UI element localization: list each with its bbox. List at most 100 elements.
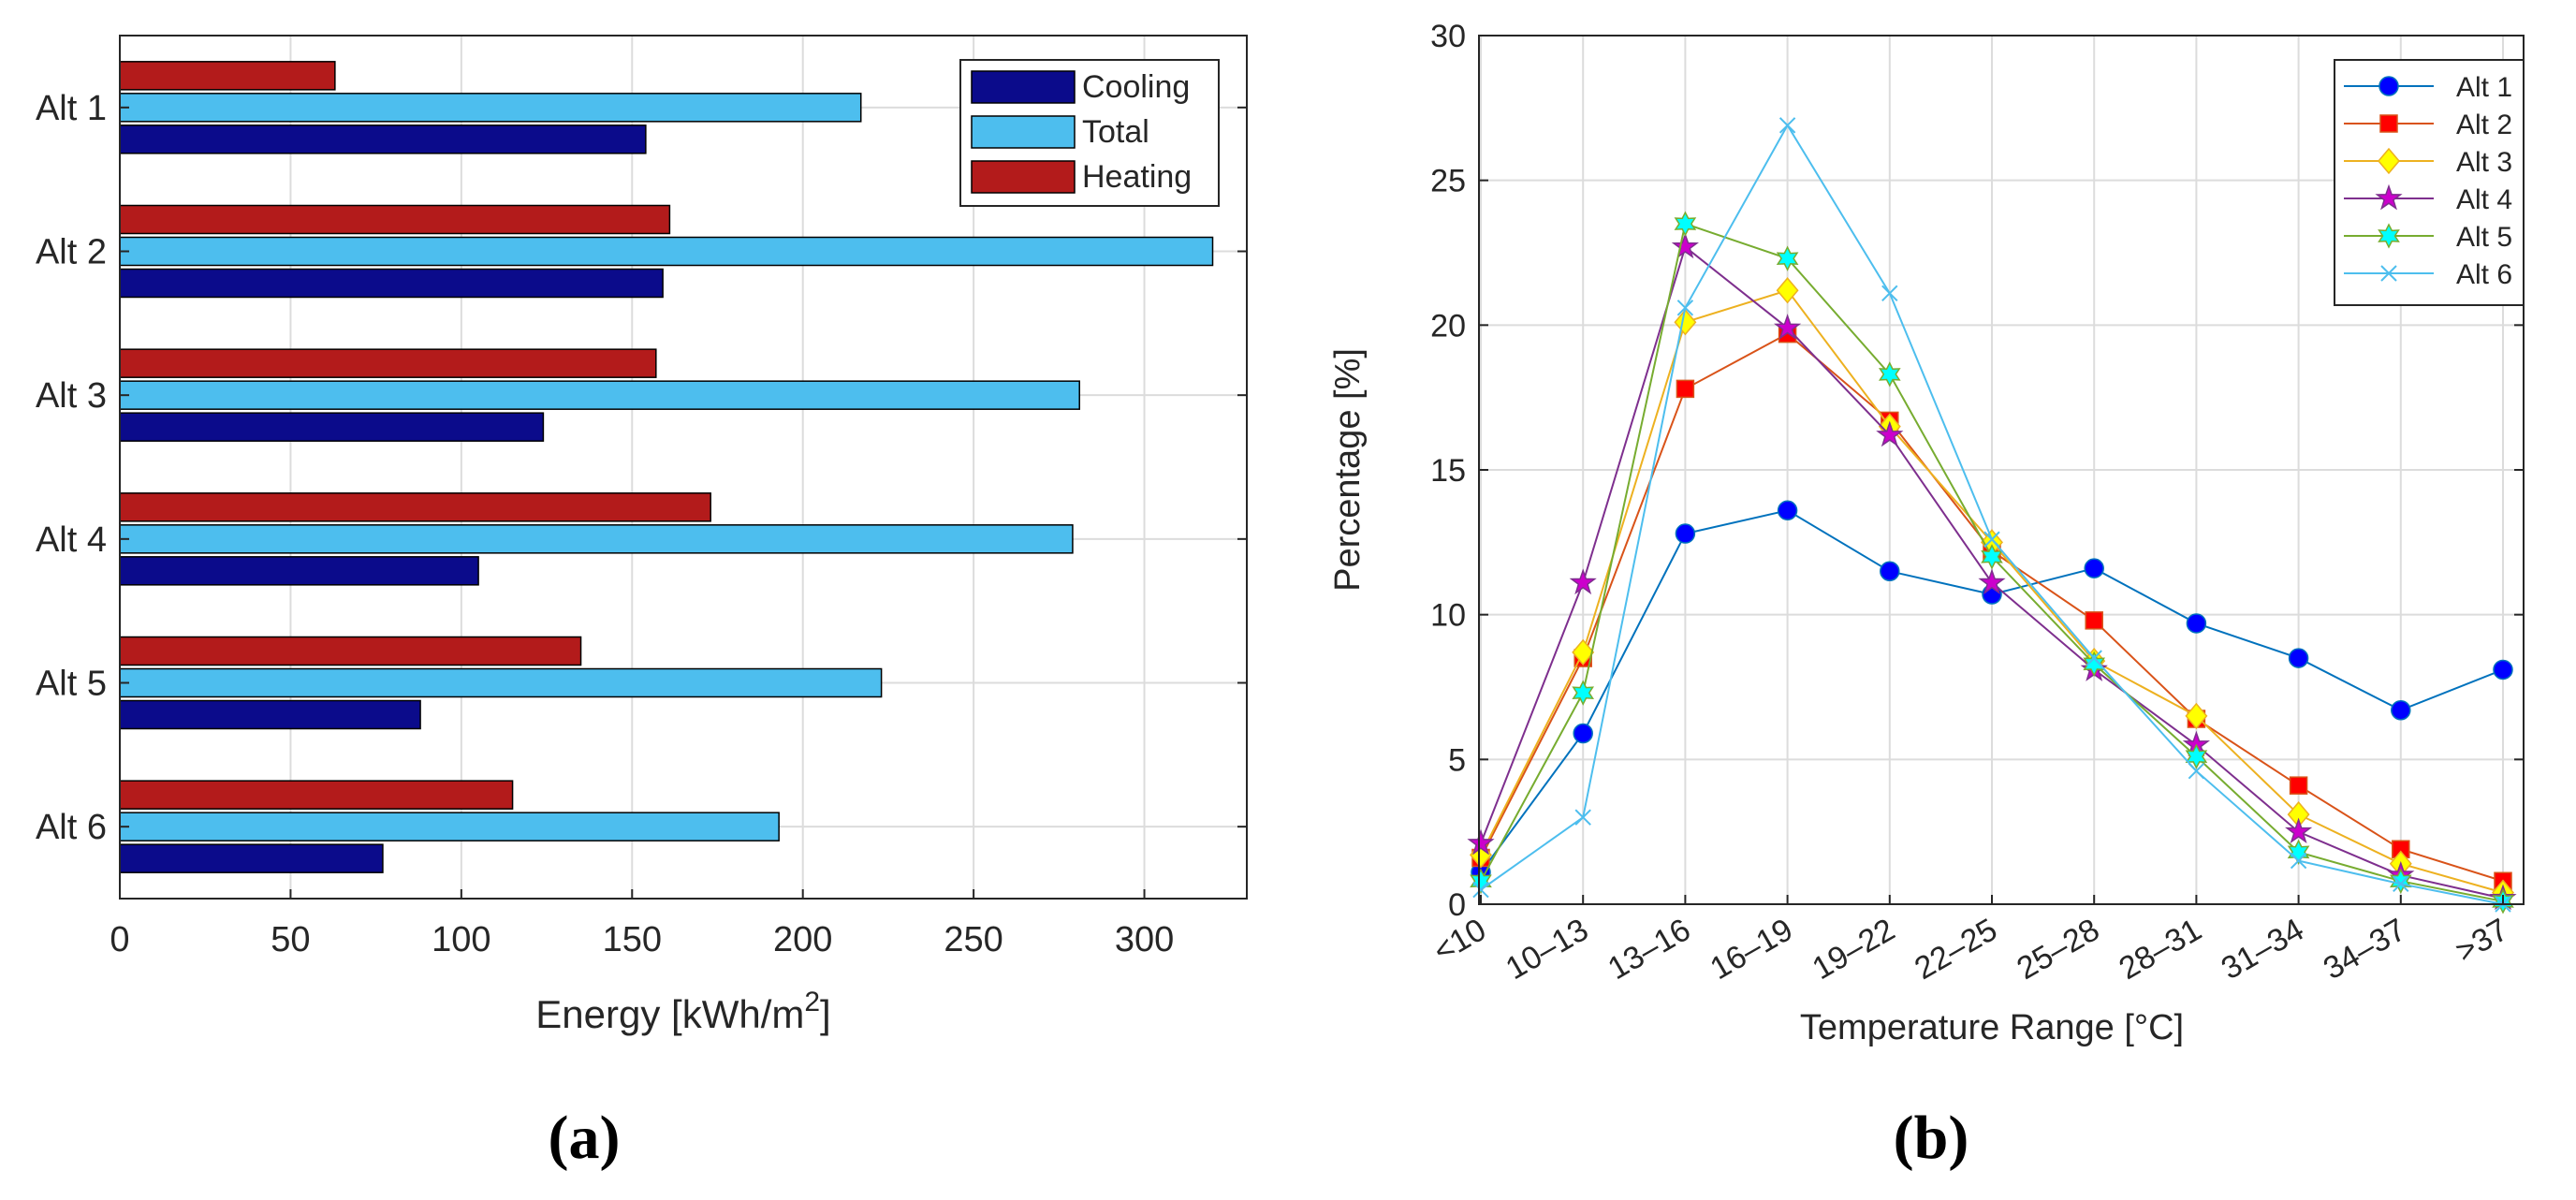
bar-cooling-alt-4 — [119, 556, 479, 586]
x-axis-label-a: Energy [kWh/m2] — [535, 987, 830, 1036]
legend-label: Alt 1 — [2456, 72, 2512, 103]
y-tick-label-b: 30 — [1430, 19, 1466, 54]
bar-cooling-alt-1 — [119, 124, 647, 154]
marker-alt-1 — [1573, 723, 1593, 744]
marker-alt-4 — [1569, 568, 1597, 595]
y-tick-label-a: Alt 4 — [36, 520, 107, 560]
marker-alt-6 — [1676, 300, 1694, 316]
marker-alt-2 — [1676, 379, 1695, 399]
marker-alt-5 — [1572, 680, 1595, 706]
y-tick-label-b: 0 — [1448, 887, 1466, 923]
legend-entry-alt-5: Alt 5 — [2344, 222, 2512, 253]
legend-a: Cooling Total Heating — [959, 59, 1220, 207]
bar-heating-alt-6 — [119, 780, 514, 810]
bar-cooling-alt-5 — [119, 699, 421, 730]
legend-label: Alt 6 — [2456, 259, 2512, 290]
y-axis-label-b: Percentage [%] — [1328, 348, 1368, 592]
panel-label-b: (b) — [1894, 1104, 1969, 1172]
marker-alt-1 — [1777, 500, 1798, 521]
marker-alt-5 — [1470, 868, 1492, 894]
bar-heating-alt-4 — [119, 492, 711, 522]
bar-heating-alt-1 — [119, 61, 336, 91]
marker-alt-1 — [2288, 648, 2309, 668]
marker-alt-6 — [2393, 875, 2409, 893]
y-tick-label-a: Alt 5 — [36, 665, 107, 704]
bar-cooling-alt-2 — [119, 268, 664, 299]
y-tick-label-b: 10 — [1430, 598, 1466, 634]
y-tick-label-b: 5 — [1448, 742, 1466, 778]
marker-alt-6 — [2086, 650, 2102, 666]
marker-alt-6 — [2188, 762, 2205, 780]
legend-marker — [2378, 147, 2400, 175]
legend-entry-alt-1: Alt 1 — [2344, 72, 2512, 103]
marker-alt-5 — [2083, 651, 2106, 677]
panel-label-a: (a) — [549, 1104, 621, 1172]
legend-label-cooling: Cooling — [1082, 69, 1190, 105]
bar-total-alt-2 — [119, 236, 1214, 267]
x-axis-label-b: Temperature Range [°C] — [1800, 1008, 2184, 1047]
marker-alt-3 — [1674, 309, 1697, 336]
legend-entry-alt-4: Alt 4 — [2344, 183, 2512, 215]
x-tick-label-b: 31–34 — [2216, 912, 2310, 987]
x-tick-label-b: 25–28 — [2011, 912, 2105, 987]
bar-total-alt-3 — [119, 380, 1080, 410]
marker-alt-5 — [1878, 361, 1901, 388]
x-tick-label-a: 150 — [603, 920, 662, 959]
x-tick-label-b: 28–31 — [2114, 912, 2208, 987]
x-tick-label-b: 34–37 — [2318, 912, 2412, 987]
marker-alt-6 — [1574, 809, 1591, 826]
series-alt-1 — [1471, 500, 2513, 883]
bar-total-alt-1 — [119, 93, 862, 123]
ticks-a: 0 50 100 150 200 250 300 Alt 1 Alt 2 Alt 3 Alt 4 Al… — [36, 89, 1247, 959]
x-tick-label-a: 50 — [271, 920, 310, 959]
x-tick-label-b: 16–19 — [1705, 912, 1799, 987]
y-tick-label-a: Alt 1 — [36, 89, 107, 128]
legend-marker — [2378, 223, 2400, 249]
marker-alt-6 — [2290, 852, 2307, 870]
plot-frame-a — [119, 35, 1248, 900]
marker-alt-5 — [2185, 743, 2208, 769]
legend-label-total: Total — [1082, 114, 1149, 150]
marker-alt-1 — [1675, 523, 1696, 544]
bar-total-alt-5 — [119, 667, 883, 698]
y-tick-label-b: 20 — [1430, 308, 1466, 344]
bar-cooling-alt-3 — [119, 412, 545, 442]
legend-label: Alt 4 — [2456, 184, 2512, 215]
x-tick-label-a: 200 — [773, 920, 832, 959]
marker-alt-6 — [1472, 881, 1489, 899]
energy-bar-chart: 0 50 100 150 200 250 300 Alt 1 Alt 2 Alt 3 Alt 4 Al… — [36, 35, 1248, 1172]
legend-label: Alt 2 — [2456, 110, 2512, 140]
y-tick-label-b: 15 — [1430, 453, 1466, 489]
marker-alt-3 — [1776, 277, 1799, 304]
series-alt-3 — [1470, 277, 2514, 906]
legend-marker — [2378, 76, 2399, 96]
x-tick-label-b: 13–16 — [1603, 912, 1697, 987]
legend-marker — [2380, 265, 2397, 282]
marker-alt-4 — [1978, 568, 2006, 595]
marker-alt-1 — [2391, 699, 2411, 721]
legend-box-b — [2334, 59, 2525, 306]
x-tick-label-b: <10 — [1427, 912, 1492, 970]
bar-heating-alt-3 — [119, 348, 657, 378]
x-tick-label-b: 19–22 — [1807, 912, 1901, 987]
bar-heating-alt-5 — [119, 636, 582, 666]
legend-label: Alt 5 — [2456, 222, 2512, 253]
y-tick-label-a: Alt 2 — [36, 233, 107, 272]
legend-swatch-heating — [971, 160, 1076, 194]
marker-alt-1 — [2084, 558, 2104, 578]
bars-a — [119, 61, 1214, 873]
legend-entry-alt-2: Alt 2 — [2344, 110, 2512, 140]
marker-alt-6 — [1778, 117, 1796, 134]
x-tick-label-b: >37 — [2450, 912, 2514, 970]
bar-heating-alt-2 — [119, 204, 671, 235]
y-tick-label-a: Alt 3 — [36, 376, 107, 416]
bar-total-alt-4 — [119, 524, 1074, 554]
marker-alt-1 — [2493, 659, 2513, 680]
marker-alt-3 — [1572, 638, 1595, 666]
legend-marker — [2375, 183, 2403, 211]
series-alt-6 — [1472, 117, 2511, 913]
marker-alt-5 — [2389, 868, 2412, 894]
x-tick-label-b: 22–25 — [1909, 912, 2003, 987]
x-tick-label-a: 100 — [432, 920, 490, 959]
